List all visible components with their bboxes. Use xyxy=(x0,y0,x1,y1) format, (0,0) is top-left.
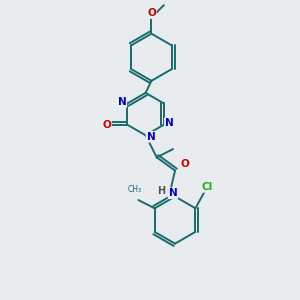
Text: N: N xyxy=(169,188,177,198)
Text: Cl: Cl xyxy=(202,182,213,192)
Text: N: N xyxy=(165,118,174,128)
Text: N: N xyxy=(118,97,126,107)
Text: H: H xyxy=(157,186,165,196)
Text: CH₃: CH₃ xyxy=(128,184,142,194)
Text: O: O xyxy=(147,8,156,18)
Text: O: O xyxy=(181,159,190,169)
Text: O: O xyxy=(102,120,111,130)
Text: N: N xyxy=(146,132,155,142)
